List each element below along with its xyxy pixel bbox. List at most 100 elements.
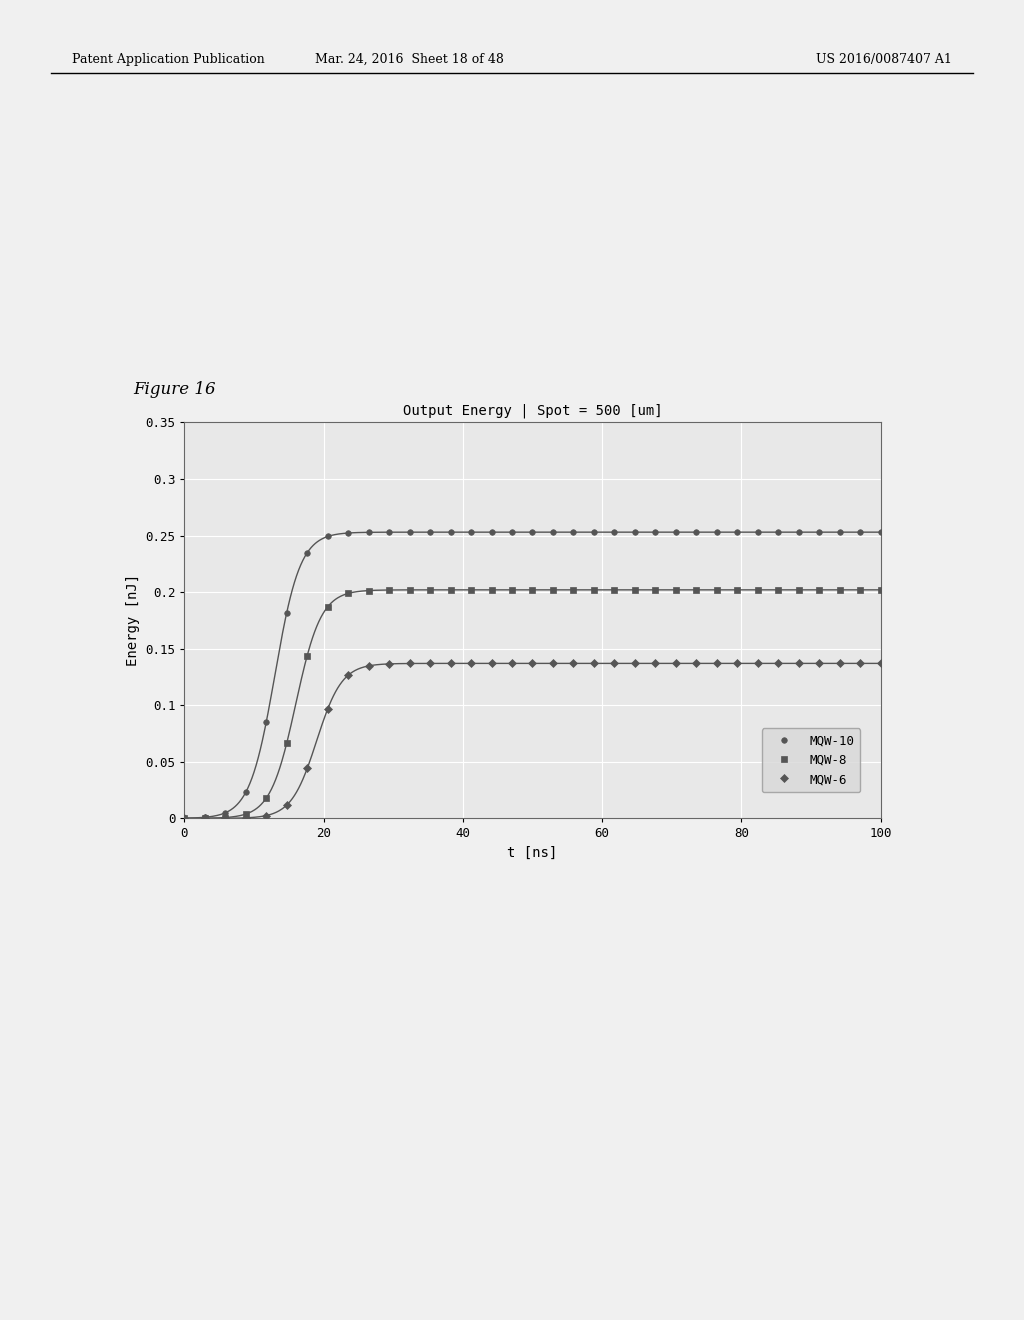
- MQW-6: [854, 656, 866, 672]
- MQW-6: [588, 656, 600, 672]
- MQW-8: [547, 582, 559, 598]
- MQW-6: [834, 656, 846, 672]
- MQW-8: [752, 582, 764, 598]
- Text: US 2016/0087407 A1: US 2016/0087407 A1: [816, 53, 952, 66]
- MQW-6: [731, 656, 743, 672]
- MQW-10: [793, 524, 805, 540]
- MQW-8: [342, 586, 354, 602]
- MQW-8: [199, 810, 211, 826]
- MQW-6: [506, 656, 518, 672]
- MQW-10: [260, 714, 272, 730]
- Y-axis label: Energy [nJ]: Energy [nJ]: [126, 574, 139, 667]
- MQW-8: [403, 582, 416, 598]
- MQW-8: [485, 582, 498, 598]
- MQW-6: [424, 656, 436, 672]
- MQW-10: [874, 524, 887, 540]
- MQW-6: [711, 656, 723, 672]
- Text: Figure 16: Figure 16: [133, 381, 216, 397]
- MQW-8: [608, 582, 621, 598]
- MQW-10: [485, 524, 498, 540]
- MQW-8: [588, 582, 600, 598]
- MQW-8: [260, 791, 272, 807]
- MQW-10: [219, 805, 231, 821]
- MQW-6: [752, 656, 764, 672]
- MQW-6: [690, 656, 702, 672]
- MQW-8: [649, 582, 662, 598]
- Line: MQW-10: MQW-10: [181, 529, 884, 821]
- MQW-10: [424, 524, 436, 540]
- MQW-6: [608, 656, 621, 672]
- MQW-8: [731, 582, 743, 598]
- MQW-8: [281, 735, 293, 751]
- Line: MQW-6: MQW-6: [181, 660, 884, 821]
- MQW-10: [690, 524, 702, 540]
- MQW-10: [649, 524, 662, 540]
- MQW-10: [199, 809, 211, 825]
- MQW-6: [403, 656, 416, 672]
- MQW-8: [526, 582, 539, 598]
- MQW-8: [383, 582, 395, 598]
- MQW-10: [629, 524, 641, 540]
- MQW-6: [178, 810, 190, 826]
- MQW-6: [322, 701, 334, 717]
- MQW-6: [362, 657, 375, 673]
- MQW-6: [444, 656, 457, 672]
- MQW-6: [874, 656, 887, 672]
- MQW-8: [219, 809, 231, 825]
- Title: Output Energy | Spot = 500 [um]: Output Energy | Spot = 500 [um]: [402, 403, 663, 417]
- MQW-6: [526, 656, 539, 672]
- MQW-10: [547, 524, 559, 540]
- Line: MQW-8: MQW-8: [181, 587, 884, 821]
- MQW-10: [752, 524, 764, 540]
- MQW-10: [526, 524, 539, 540]
- MQW-8: [424, 582, 436, 598]
- MQW-8: [240, 807, 252, 822]
- MQW-6: [260, 808, 272, 824]
- MQW-8: [178, 810, 190, 826]
- MQW-6: [485, 656, 498, 672]
- MQW-8: [301, 648, 313, 664]
- MQW-8: [793, 582, 805, 598]
- MQW-8: [567, 582, 580, 598]
- MQW-8: [854, 582, 866, 598]
- MQW-6: [281, 797, 293, 813]
- MQW-8: [322, 599, 334, 615]
- MQW-8: [772, 582, 784, 598]
- MQW-10: [342, 525, 354, 541]
- MQW-10: [772, 524, 784, 540]
- MQW-8: [690, 582, 702, 598]
- MQW-10: [670, 524, 682, 540]
- MQW-10: [854, 524, 866, 540]
- MQW-10: [281, 605, 293, 620]
- MQW-6: [240, 810, 252, 826]
- Legend: MQW-10, MQW-8, MQW-6: MQW-10, MQW-8, MQW-6: [762, 729, 860, 792]
- MQW-8: [506, 582, 518, 598]
- MQW-10: [567, 524, 580, 540]
- MQW-6: [547, 656, 559, 672]
- MQW-6: [772, 656, 784, 672]
- MQW-8: [465, 582, 477, 598]
- MQW-8: [834, 582, 846, 598]
- MQW-10: [240, 784, 252, 800]
- MQW-10: [588, 524, 600, 540]
- MQW-6: [793, 656, 805, 672]
- MQW-10: [403, 524, 416, 540]
- MQW-6: [342, 668, 354, 684]
- MQW-6: [219, 810, 231, 826]
- MQW-8: [711, 582, 723, 598]
- MQW-6: [301, 760, 313, 776]
- MQW-8: [629, 582, 641, 598]
- MQW-10: [301, 545, 313, 561]
- MQW-6: [567, 656, 580, 672]
- MQW-6: [465, 656, 477, 672]
- MQW-10: [322, 528, 334, 544]
- MQW-10: [834, 524, 846, 540]
- MQW-6: [199, 810, 211, 826]
- MQW-8: [813, 582, 825, 598]
- MQW-6: [670, 656, 682, 672]
- MQW-6: [629, 656, 641, 672]
- MQW-6: [383, 656, 395, 672]
- MQW-10: [178, 810, 190, 826]
- MQW-8: [362, 582, 375, 598]
- MQW-8: [874, 582, 887, 598]
